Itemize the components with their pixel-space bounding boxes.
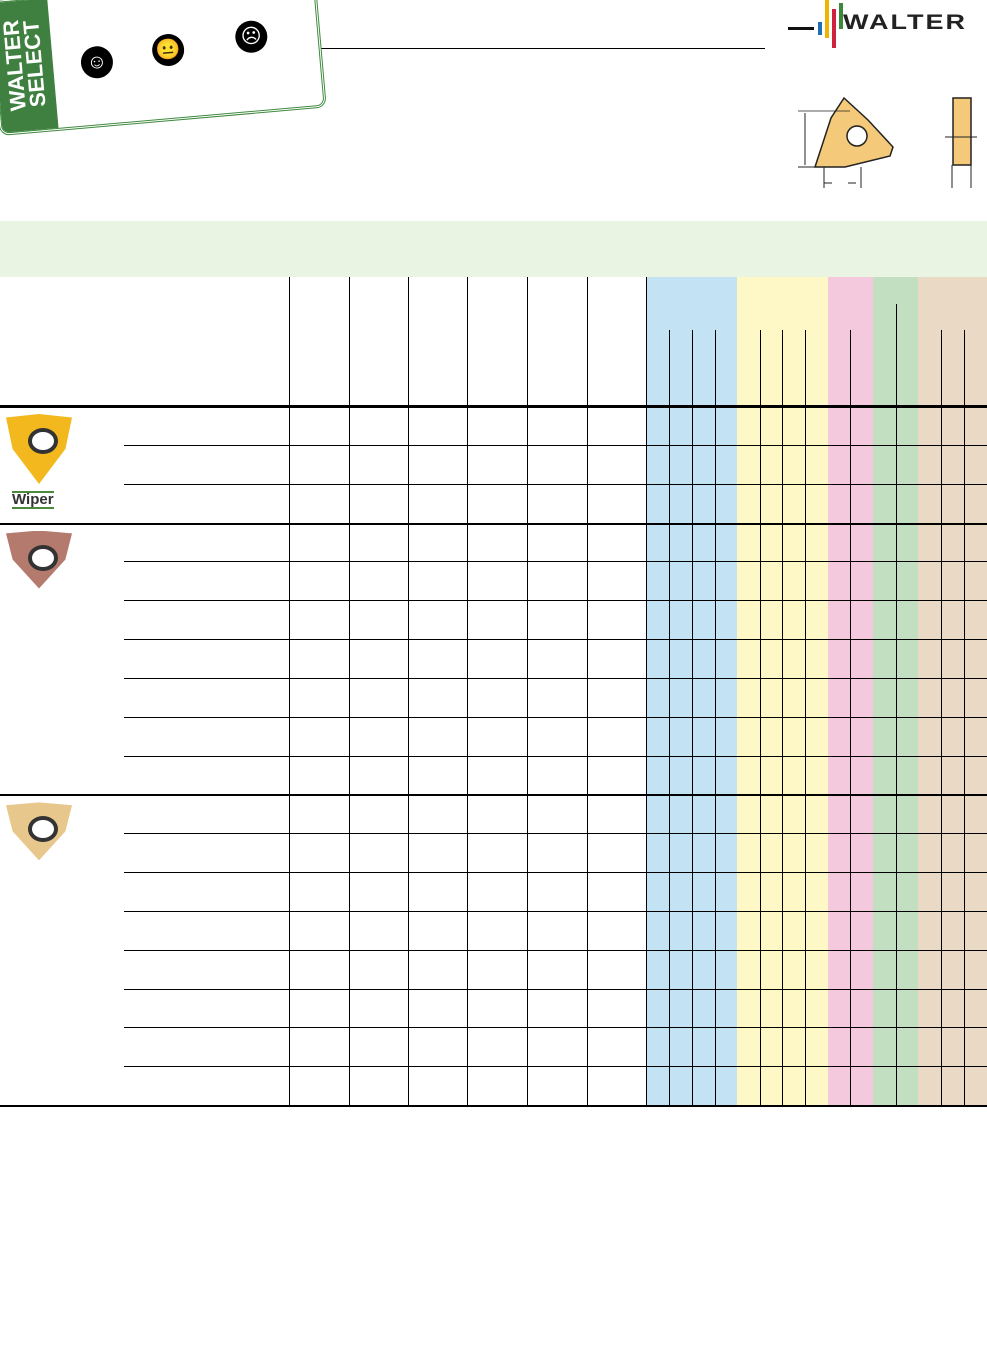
table-row — [0, 1105, 987, 1107]
insert-hole — [28, 428, 58, 454]
stamp-title-2: SELECT — [18, 19, 51, 109]
walter-select-stamp: WALTER SELECT ☺ 😐 ☹ — [0, 0, 327, 137]
logo-text: WALTER — [843, 10, 967, 34]
table-row — [124, 989, 987, 990]
table-row — [124, 484, 987, 485]
table-row — [124, 872, 987, 873]
insert-hole — [28, 816, 58, 843]
wiper-label: Wiper — [12, 491, 54, 509]
table-row — [0, 794, 987, 796]
angry-face-icon: ☹ — [233, 19, 269, 55]
table-row — [124, 561, 987, 562]
column-divider — [408, 277, 409, 1105]
column-divider — [896, 304, 897, 1105]
column-divider — [467, 277, 468, 1105]
table-row — [124, 950, 987, 951]
column-divider — [349, 277, 350, 1105]
table-row — [124, 1027, 987, 1028]
table-row — [124, 600, 987, 601]
material-group-column — [918, 277, 987, 1105]
column-divider — [527, 277, 528, 1105]
table-row — [124, 756, 987, 757]
happy-face-icon: ☺ — [79, 44, 115, 80]
header-rule — [0, 48, 765, 49]
walter-logo — [788, 0, 987, 50]
material-group-column — [873, 277, 918, 1105]
neutral-face-icon: 😐 — [150, 32, 186, 68]
material-group-column — [646, 277, 737, 1105]
table-row — [124, 678, 987, 679]
table-row — [124, 833, 987, 834]
table-row — [124, 1066, 987, 1067]
header-rule — [0, 405, 987, 408]
column-divider — [289, 277, 290, 1105]
insert-hole — [28, 544, 58, 571]
table-title-band — [0, 221, 987, 277]
table-row — [124, 717, 987, 718]
column-divider — [587, 277, 588, 1105]
table-row — [124, 911, 987, 912]
insert-drawing — [798, 96, 977, 188]
table-row — [124, 445, 987, 446]
column-divider — [646, 277, 647, 1105]
table-row — [124, 639, 987, 640]
table-row — [0, 523, 987, 525]
